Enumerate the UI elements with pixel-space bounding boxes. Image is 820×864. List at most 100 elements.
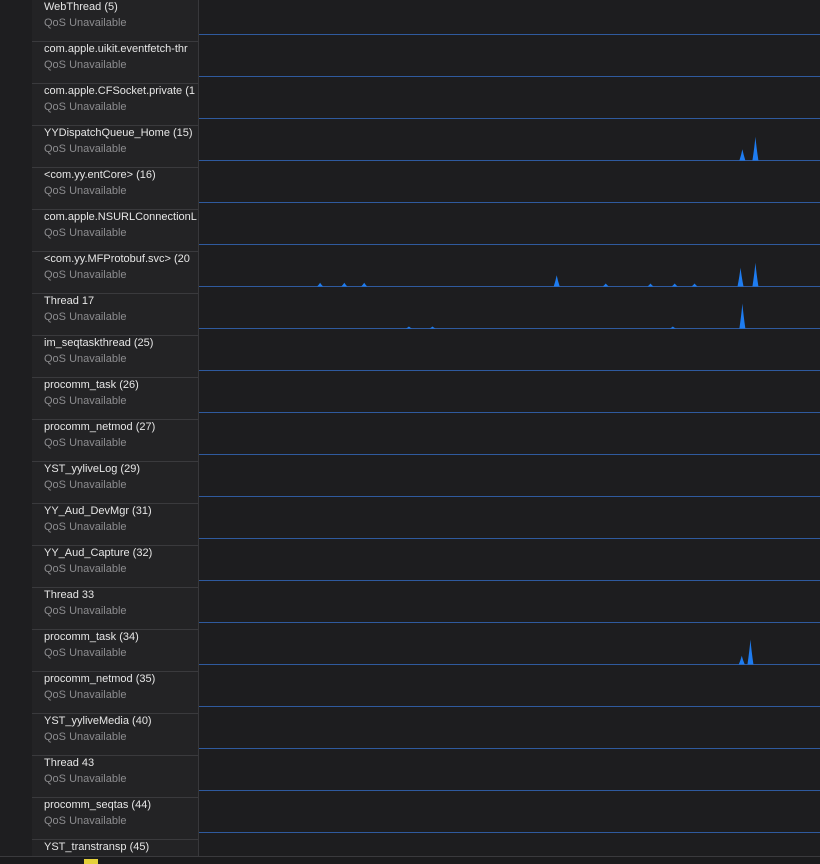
thread-label-cell[interactable]: procomm_netmod (35) QoS Unavailable: [32, 672, 199, 714]
thread-track-row[interactable]: YYDispatchQueue_Home (15) QoS Unavailable: [32, 126, 820, 168]
cpu-activity-graph[interactable]: [199, 210, 820, 252]
thread-label-cell[interactable]: com.apple.CFSocket.private (1 QoS Unavail…: [32, 84, 199, 126]
row-divider: [32, 461, 198, 462]
thread-label-cell[interactable]: YYDispatchQueue_Home (15) QoS Unavailable: [32, 126, 199, 168]
cpu-activity-graph[interactable]: [199, 84, 820, 126]
cpu-activity-graph[interactable]: [199, 714, 820, 756]
activity-svg: [199, 706, 820, 707]
thread-name: com.apple.CFSocket.private (1: [44, 85, 196, 97]
cpu-activity-graph[interactable]: [199, 588, 820, 630]
cpu-spike: [317, 282, 324, 287]
cpu-activity-graph[interactable]: [199, 462, 820, 504]
left-gutter: [0, 0, 32, 864]
cpu-spike: [361, 282, 368, 287]
thread-qos-label: QoS Unavailable: [44, 815, 127, 827]
cpu-activity-graph[interactable]: [199, 420, 820, 462]
thread-name: procomm_seqtas (44): [44, 799, 151, 811]
thread-track-row[interactable]: procomm_task (34) QoS Unavailable: [32, 630, 820, 672]
thread-label-cell[interactable]: procomm_task (34) QoS Unavailable: [32, 630, 199, 672]
cpu-activity-graph[interactable]: [199, 546, 820, 588]
thread-track-row[interactable]: com.apple.NSURLConnectionL QoS Unavailabl…: [32, 210, 820, 252]
cpu-spike: [752, 136, 759, 161]
thread-track-row[interactable]: <com.yy.entCore> (16) QoS Unavailable: [32, 168, 820, 210]
activity-svg: [199, 790, 820, 791]
thread-label-cell[interactable]: <com.yy.MFProtobuf.svc> (20 QoS Unavailab…: [32, 252, 199, 294]
thread-label-cell[interactable]: WebThread (5) QoS Unavailable: [32, 0, 199, 42]
thread-qos-label: QoS Unavailable: [44, 647, 127, 659]
thread-label-cell[interactable]: YY_Aud_DevMgr (31) QoS Unavailable: [32, 504, 199, 546]
row-divider: [32, 587, 198, 588]
thread-label-cell[interactable]: Thread 33 QoS Unavailable: [32, 588, 199, 630]
row-divider: [32, 251, 198, 252]
cpu-spike: [669, 326, 676, 329]
row-divider: [32, 713, 198, 714]
cpu-activity-graph[interactable]: [199, 126, 820, 168]
cpu-activity-graph[interactable]: [199, 798, 820, 840]
cpu-spike: [737, 267, 744, 287]
cpu-spike: [671, 283, 678, 287]
thread-track-row[interactable]: WebThread (5) QoS Unavailable: [32, 0, 820, 42]
thread-qos-label: QoS Unavailable: [44, 143, 127, 155]
cpu-activity-graph[interactable]: [199, 630, 820, 672]
cpu-activity-graph[interactable]: [199, 252, 820, 294]
thread-label-cell[interactable]: Thread 17 QoS Unavailable: [32, 294, 199, 336]
row-divider: [32, 377, 198, 378]
cpu-activity-graph[interactable]: [199, 504, 820, 546]
thread-track-row[interactable]: com.apple.CFSocket.private (1 QoS Unavail…: [32, 84, 820, 126]
thread-name: procomm_netmod (27): [44, 421, 156, 433]
thread-label-cell[interactable]: <com.yy.entCore> (16) QoS Unavailable: [32, 168, 199, 210]
thread-track-row[interactable]: com.apple.uikit.eventfetch-thr QoS Unavai…: [32, 42, 820, 84]
thread-label-cell[interactable]: YST_yyliveMedia (40) QoS Unavailable: [32, 714, 199, 756]
thread-qos-label: QoS Unavailable: [44, 773, 127, 785]
thread-track-row[interactable]: YY_Aud_Capture (32) QoS Unavailable: [32, 546, 820, 588]
thread-name: YST_yyliveMedia (40): [44, 715, 152, 727]
thread-track-row[interactable]: im_seqtaskthread (25) QoS Unavailable: [32, 336, 820, 378]
thread-label-cell[interactable]: com.apple.NSURLConnectionL QoS Unavailabl…: [32, 210, 199, 252]
thread-track-row[interactable]: procomm_seqtas (44) QoS Unavailable: [32, 798, 820, 840]
thread-label-cell[interactable]: procomm_netmod (27) QoS Unavailable: [32, 420, 199, 462]
activity-svg: [199, 262, 820, 287]
cpu-activity-graph[interactable]: [199, 42, 820, 84]
activity-svg: [199, 538, 820, 539]
time-marker-flag[interactable]: [84, 859, 98, 864]
thread-label-cell[interactable]: procomm_seqtas (44) QoS Unavailable: [32, 798, 199, 840]
thread-label-cell[interactable]: im_seqtaskthread (25) QoS Unavailable: [32, 336, 199, 378]
cpu-spike: [691, 283, 698, 287]
thread-qos-label: QoS Unavailable: [44, 437, 127, 449]
cpu-spike: [747, 639, 754, 665]
thread-name: YY_Aud_Capture (32): [44, 547, 153, 559]
thread-track-list[interactable]: WebThread (5) QoS Unavailable com.apple.ui…: [32, 0, 820, 864]
cpu-activity-graph[interactable]: [199, 672, 820, 714]
thread-track-row[interactable]: Thread 33 QoS Unavailable: [32, 588, 820, 630]
cpu-activity-graph[interactable]: [199, 168, 820, 210]
row-divider: [32, 167, 198, 168]
thread-track-row[interactable]: procomm_netmod (27) QoS Unavailable: [32, 420, 820, 462]
thread-track-row[interactable]: YY_Aud_DevMgr (31) QoS Unavailable: [32, 504, 820, 546]
thread-track-row[interactable]: <com.yy.MFProtobuf.svc> (20 QoS Unavailab…: [32, 252, 820, 294]
row-divider: [32, 293, 198, 294]
activity-svg: [199, 832, 820, 833]
thread-label-cell[interactable]: Thread 43 QoS Unavailable: [32, 756, 199, 798]
thread-track-row[interactable]: YST_yyliveLog (29) QoS Unavailable: [32, 462, 820, 504]
thread-track-row[interactable]: Thread 43 QoS Unavailable: [32, 756, 820, 798]
thread-track-row[interactable]: Thread 17 QoS Unavailable: [32, 294, 820, 336]
activity-svg: [199, 303, 820, 329]
cpu-activity-graph[interactable]: [199, 294, 820, 336]
activity-svg: [199, 76, 820, 77]
row-divider: [32, 503, 198, 504]
cpu-activity-graph[interactable]: [199, 378, 820, 420]
thread-track-row[interactable]: procomm_netmod (35) QoS Unavailable: [32, 672, 820, 714]
thread-label-cell[interactable]: YST_yyliveLog (29) QoS Unavailable: [32, 462, 199, 504]
row-divider: [32, 671, 198, 672]
thread-label-cell[interactable]: procomm_task (26) QoS Unavailable: [32, 378, 199, 420]
thread-qos-label: QoS Unavailable: [44, 605, 127, 617]
thread-track-row[interactable]: YST_yyliveMedia (40) QoS Unavailable: [32, 714, 820, 756]
cpu-activity-graph[interactable]: [199, 336, 820, 378]
thread-track-row[interactable]: procomm_task (26) QoS Unavailable: [32, 378, 820, 420]
thread-label-cell[interactable]: com.apple.uikit.eventfetch-thr QoS Unavai…: [32, 42, 199, 84]
thread-label-cell[interactable]: YY_Aud_Capture (32) QoS Unavailable: [32, 546, 199, 588]
row-divider: [32, 839, 198, 840]
thread-name: Thread 43: [44, 757, 95, 769]
cpu-activity-graph[interactable]: [199, 0, 820, 42]
cpu-activity-graph[interactable]: [199, 756, 820, 798]
